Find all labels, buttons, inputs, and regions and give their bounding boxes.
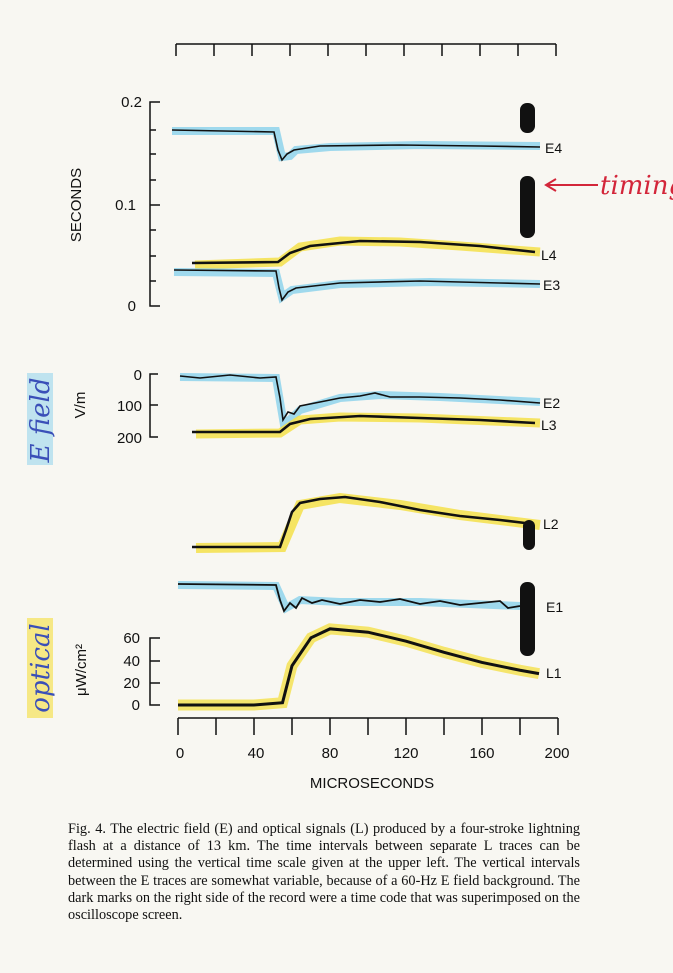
label-e3: E3 [543,277,560,293]
figure-caption: Fig. 4. The electric field (E) and optic… [68,821,580,923]
label-e4: E4 [545,140,562,156]
seconds-tick-2: 0 [128,298,136,315]
x-tick-0: 0 [176,745,184,762]
timing-mark-3 [523,520,535,550]
label-l2: L2 [543,516,559,532]
efield-annotation: E field [26,378,56,464]
l1-line [178,627,540,707]
optical-scale: 60 40 20 0 μW/cm² optical [26,618,160,718]
seconds-tick-1: 0.1 [115,197,136,214]
optical-tick-0: 60 [123,630,140,647]
optical-tick-1: 40 [123,653,140,670]
seconds-tick-0: 0.2 [121,94,142,111]
label-l1: L1 [546,665,562,681]
l1-highlight [178,623,540,711]
seconds-scale: 0.2 0.1 0 SECONDS [68,94,160,315]
trace-l4 [191,236,541,270]
trace-e4 [171,127,541,162]
x-axis-label: MICROSECONDS [310,775,434,792]
optical-tick-3: 0 [132,697,140,714]
label-l4: L4 [541,247,557,263]
trace-e3 [173,268,541,304]
seconds-axis-label: SECONDS [68,168,85,242]
timing-mark-4 [520,582,535,656]
efield-tick-1: 100 [117,398,142,415]
optical-tick-2: 20 [123,675,140,692]
label-e2: E2 [543,395,560,411]
efield-tick-2: 200 [117,430,142,447]
trace-l1 [178,623,540,711]
timing-arrow [544,178,598,192]
top-scale-bar [175,43,557,56]
x-tick-1: 40 [248,745,265,762]
label-l3: L3 [541,417,557,433]
trace-l2 [192,492,541,553]
timing-annotation: timing [600,171,673,201]
trace-e1 [177,581,521,614]
efield-unit: V/m [72,392,89,419]
optical-unit: μW/cm² [73,644,90,696]
timing-mark-2 [520,176,535,238]
x-axis: 0 40 80 120 160 200 MICROSECONDS [176,717,570,792]
optical-annotation: optical [26,623,56,712]
label-e1: E1 [546,599,563,615]
efield-scale: 0 100 200 V/m E field [26,367,158,465]
trace-l3 [192,412,541,439]
x-tick-4: 160 [469,745,494,762]
timing-mark-1 [520,103,535,133]
x-tick-2: 80 [322,745,339,762]
x-tick-5: 200 [544,745,569,762]
trace-e2 [179,373,541,434]
x-tick-3: 120 [393,745,418,762]
efield-tick-0: 0 [134,367,142,384]
